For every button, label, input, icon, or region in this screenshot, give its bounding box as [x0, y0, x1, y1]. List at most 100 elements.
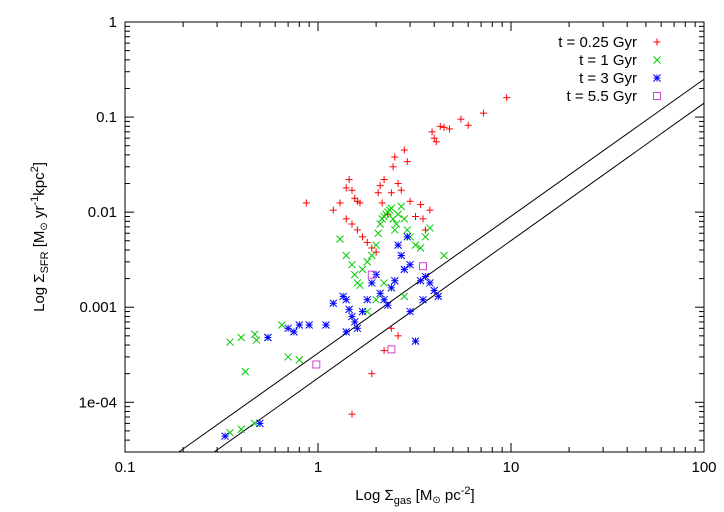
data-point — [284, 353, 292, 361]
data-point — [363, 295, 372, 304]
data-point — [392, 220, 401, 228]
data-point — [419, 215, 427, 223]
data-point — [329, 299, 338, 308]
data-point — [430, 134, 438, 142]
data-point — [264, 333, 272, 342]
series-2 — [226, 202, 448, 437]
data-point — [394, 241, 402, 249]
data-point — [387, 345, 396, 354]
data-point — [295, 355, 304, 364]
data-point — [237, 333, 246, 342]
data-point — [358, 307, 367, 316]
series-1 — [302, 94, 511, 418]
data-point — [376, 289, 385, 298]
data-point — [419, 295, 427, 304]
data-point — [250, 330, 259, 339]
legend-marker — [653, 92, 661, 100]
data-point — [363, 258, 372, 266]
x-tick-label: 100 — [691, 459, 716, 476]
series-4 — [312, 262, 428, 369]
data-point — [394, 180, 402, 188]
data-point — [358, 233, 366, 241]
data-point — [350, 270, 359, 279]
data-point — [342, 295, 351, 304]
x-tick-label: 1 — [314, 459, 322, 476]
data-point — [226, 338, 234, 346]
data-point — [411, 241, 420, 249]
data-point — [348, 220, 356, 228]
data-point — [345, 305, 353, 314]
data-point — [378, 199, 386, 207]
data-point — [367, 279, 376, 287]
data-point — [403, 158, 411, 166]
data-point — [387, 189, 395, 197]
data-point — [336, 235, 344, 243]
data-point — [241, 367, 250, 376]
y-tick-label: 0.001 — [79, 299, 117, 316]
data-point — [348, 186, 356, 194]
data-point — [391, 153, 399, 161]
data-point — [372, 241, 380, 249]
y-tick-label: 0.1 — [96, 109, 117, 126]
reference-lines — [178, 78, 705, 453]
data-point — [436, 122, 444, 130]
data-point — [445, 125, 453, 133]
data-point — [394, 332, 402, 340]
data-point — [426, 206, 434, 214]
data-point — [336, 199, 344, 207]
data-point — [329, 206, 337, 214]
data-point — [400, 265, 409, 274]
data-point — [430, 286, 439, 295]
x-tick-label: 10 — [503, 459, 520, 476]
data-point — [457, 115, 465, 123]
data-point — [348, 260, 356, 269]
data-points — [221, 94, 511, 441]
data-point — [302, 199, 310, 207]
data-point — [406, 260, 414, 269]
data-point — [368, 244, 376, 252]
data-point — [353, 226, 361, 234]
x-axis-label: Log Σgas [M⊙ pc-2] — [355, 485, 474, 507]
legend-label: t = 3 Gyr — [579, 70, 637, 87]
data-point — [403, 226, 412, 234]
data-point — [312, 360, 321, 369]
data-point — [419, 262, 428, 271]
data-point — [383, 301, 392, 310]
data-point — [387, 324, 395, 332]
legend-label: t = 0.25 Gyr — [558, 34, 637, 51]
data-point — [380, 176, 388, 184]
data-point — [374, 229, 383, 238]
data-point — [380, 279, 388, 287]
data-point — [397, 251, 406, 260]
legend-label: t = 1 Gyr — [579, 52, 637, 69]
upper-relation-line — [178, 78, 705, 453]
data-point — [372, 248, 380, 256]
data-point — [428, 128, 436, 136]
y-tick-label: 1e-04 — [79, 394, 117, 411]
data-point — [432, 138, 440, 146]
data-point — [426, 224, 434, 232]
data-point — [411, 212, 419, 220]
data-point — [417, 201, 425, 209]
data-point — [434, 292, 443, 301]
data-point — [322, 321, 330, 329]
data-point — [380, 347, 388, 355]
data-point — [411, 337, 420, 345]
data-point — [345, 176, 353, 184]
data-point — [226, 428, 234, 437]
legend-marker — [653, 74, 661, 82]
data-point — [416, 244, 425, 252]
data-point — [342, 184, 350, 192]
data-point — [394, 210, 402, 219]
data-point — [353, 324, 362, 333]
data-point — [390, 226, 399, 234]
data-point — [363, 238, 371, 246]
data-point — [342, 328, 351, 336]
data-point — [397, 186, 405, 194]
data-point — [367, 270, 376, 279]
data-point — [372, 270, 380, 279]
data-point — [421, 272, 430, 281]
lower-relation-line — [213, 102, 705, 453]
